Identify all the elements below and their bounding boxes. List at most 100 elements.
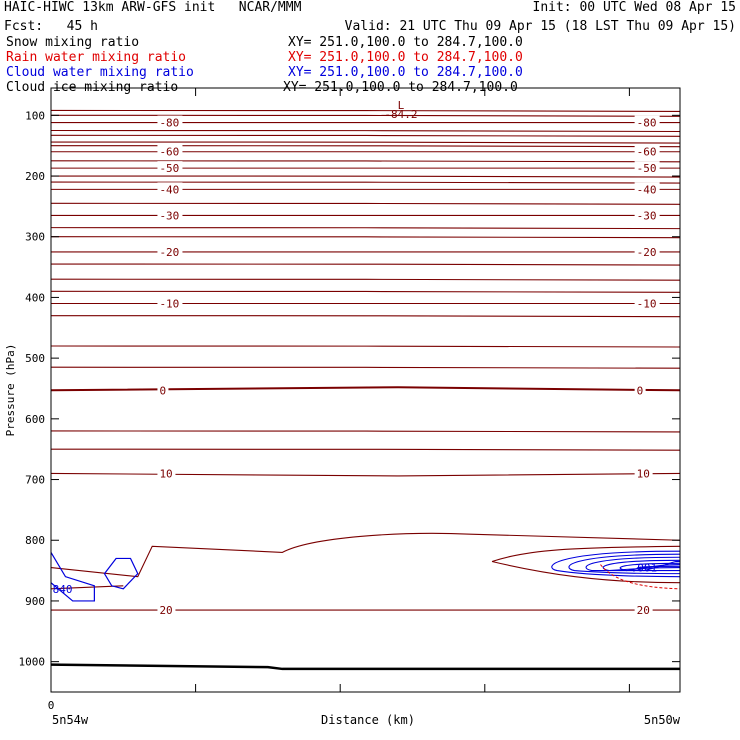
plot-frame xyxy=(50,87,681,693)
header-init: Init: 00 UTC Wed 08 Apr 15 xyxy=(532,0,737,15)
contour-label-bg xyxy=(634,161,660,174)
cloud-water-contour xyxy=(585,556,681,572)
cloud-water-contour xyxy=(619,562,681,572)
annotation-label: -84.2 xyxy=(384,108,417,121)
annotation-label: L xyxy=(398,99,405,112)
contour-label-bg xyxy=(634,182,660,195)
isotherm-line xyxy=(50,129,681,133)
contour-label: -80 xyxy=(159,117,179,130)
contour-label: -40 xyxy=(159,183,179,196)
contour-label-bg xyxy=(157,208,183,221)
contour-label-bg xyxy=(634,466,653,479)
contour-label: 0 xyxy=(159,384,166,397)
y-tick-label: 700 xyxy=(25,474,45,487)
contour-label: 10 xyxy=(159,467,172,480)
rain-water-contour xyxy=(600,564,681,590)
contour-label: 20 xyxy=(637,604,650,617)
isotherm-line xyxy=(50,160,681,163)
legend-rain-xsect: XY= 251.0,100.0 to 284.7,100.0 xyxy=(288,50,523,65)
contour-label: -40 xyxy=(637,183,657,196)
legend-cloudwater-label: Cloud water mixing ratio xyxy=(6,65,194,80)
contour-label: -60 xyxy=(637,146,657,159)
isotherm-line xyxy=(50,236,681,239)
contour-label: -50 xyxy=(637,162,657,175)
y-tick-label: 900 xyxy=(25,595,45,608)
contour-label: -50 xyxy=(159,162,179,175)
isotherm-0 xyxy=(50,386,681,392)
y-tick-label: 1000 xyxy=(19,656,46,669)
x-axis-ticks: 0 xyxy=(48,88,630,712)
isotherm-line xyxy=(50,366,681,369)
annotation-label: 840 xyxy=(53,583,73,596)
contour-label: -20 xyxy=(637,246,657,259)
contour-label-bg xyxy=(634,115,660,128)
isotherm-line xyxy=(50,145,681,148)
y-tick-label: 100 xyxy=(25,109,45,122)
isotherm-line xyxy=(50,109,681,113)
y-tick-label: 400 xyxy=(25,291,45,304)
isotherm-line xyxy=(50,430,681,433)
isotherm-line xyxy=(50,202,681,205)
contour-label-bg xyxy=(157,182,183,195)
temperature-contours: -80 -80 -60 -60 -50 -50 -40 -40 -30 -30 -20 -20 -10 -… xyxy=(50,109,681,671)
header-valid: Valid: 21 UTC Thu 09 Apr 15 (18 LST Thu … xyxy=(344,19,736,34)
contour-label-bg xyxy=(634,208,660,221)
contour-label: -30 xyxy=(637,209,657,222)
contour-label: -30 xyxy=(159,209,179,222)
contour-label: -20 xyxy=(159,246,179,259)
isotherm-line xyxy=(50,345,681,348)
isotherm-line xyxy=(50,175,681,178)
isotherm-line xyxy=(50,227,681,230)
isotherm-line xyxy=(50,278,681,281)
cloud-water-contour xyxy=(50,552,95,602)
legend-snow-label: Snow mixing ratio xyxy=(6,35,140,50)
y-tick-label: 500 xyxy=(25,352,45,365)
cloud-water-contour xyxy=(602,559,681,572)
contour-label-bg xyxy=(634,144,660,157)
x-endpoint-left: 5n54w xyxy=(52,713,89,727)
y-tick-label: 200 xyxy=(25,170,45,183)
contour-label-bg xyxy=(634,296,660,309)
contour-label: -10 xyxy=(159,297,179,310)
contour-label: -10 xyxy=(637,297,657,310)
contour-label-bg xyxy=(157,466,176,479)
legend-snow-xsect: XY= 251.0,100.0 to 284.7,100.0 xyxy=(288,35,523,50)
cloud-water-contour xyxy=(568,553,681,575)
isotherm-line xyxy=(50,448,681,451)
isotherm-line xyxy=(50,181,681,184)
y-tick-label: 300 xyxy=(25,231,45,244)
contour-label: 20 xyxy=(159,604,172,617)
legend-rain-label: Rain water mixing ratio xyxy=(6,50,187,65)
isotherm-line xyxy=(50,315,681,318)
x-axis-label: Distance (km) xyxy=(321,713,415,727)
contour-label-bg xyxy=(634,603,653,616)
isotherm-line xyxy=(50,134,681,137)
cloud-water-contour xyxy=(636,560,681,572)
isotherm-line xyxy=(50,114,681,117)
contour-label: 10 xyxy=(637,467,650,480)
y-axis-label: Pressure (hPa) xyxy=(4,344,17,437)
contour-label: 0 xyxy=(637,384,644,397)
x-tick-label: 0 xyxy=(48,699,55,712)
contour-label-bg xyxy=(157,296,183,309)
isotherm-10 xyxy=(50,472,681,477)
x-endpoint-right: 5n50w xyxy=(644,713,681,727)
contour-label-bg xyxy=(157,383,169,396)
y-tick-label: 800 xyxy=(25,534,45,547)
annotation-label: .001 xyxy=(631,562,658,575)
contour-label-bg xyxy=(634,244,660,257)
header-title: HAIC-HIWC 13km ARW-GFS init NCAR/MMM xyxy=(4,0,302,15)
contour-label-bg xyxy=(157,244,183,257)
isotherm-line xyxy=(50,141,681,144)
isotherm-line xyxy=(50,290,681,293)
contour-label: -80 xyxy=(637,117,657,130)
low-level-contour xyxy=(50,545,681,590)
y-tick-label: 600 xyxy=(25,413,45,426)
header-fcst: Fcst: 45 h xyxy=(4,19,98,34)
contour-label-bg xyxy=(157,161,183,174)
legend-cloudwater-xsect: XY= 251.0,100.0 to 284.7,100.0 xyxy=(288,65,523,80)
contour-label-bg xyxy=(634,383,646,396)
contour-label-bg xyxy=(157,144,183,157)
